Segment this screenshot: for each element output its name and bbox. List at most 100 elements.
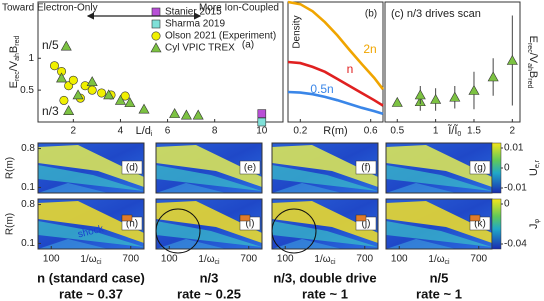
heatmap-structure <box>38 239 108 249</box>
x-tick-label: 700 <box>240 254 257 265</box>
marker-triangle <box>180 109 192 120</box>
colorbar <box>491 142 502 194</box>
y-axis-label-part: /V <box>8 60 20 71</box>
x-axis-label-part: Ĩ/Ĩ <box>447 124 458 137</box>
colorbar-tick-label: 0.01 <box>504 143 524 154</box>
y-axis-label-part: E <box>8 81 20 88</box>
marker-triangle <box>103 89 115 100</box>
marker-square <box>257 117 267 127</box>
y-tick-label: 1 <box>28 53 34 64</box>
x-axis-label-part: ci <box>445 259 451 266</box>
x-tick-label: 0.5 <box>390 126 404 137</box>
marker-triangle <box>449 91 461 102</box>
x-tick-label: 100 <box>43 254 60 265</box>
panel-frame <box>37 198 145 250</box>
heatmap-structure <box>272 145 378 187</box>
x-tick-label: 6 <box>165 126 171 137</box>
legend-label: Sharma 2019 <box>165 19 225 30</box>
panel-frame <box>37 142 145 194</box>
colorbar-label-part: U <box>528 168 540 176</box>
x-tick-label: 100 <box>391 254 408 265</box>
highlight-circle <box>155 208 201 254</box>
caption-rate: rate ~ 0.37 <box>59 286 123 301</box>
heatmap-structure <box>272 201 378 243</box>
annotation: n/3 <box>42 104 59 118</box>
x-tick-label: 100 <box>161 254 178 265</box>
density-curve <box>287 60 384 107</box>
legend-marker <box>151 19 161 29</box>
x-tick-label: 1 <box>433 126 439 137</box>
density-curve <box>287 90 384 116</box>
colorbar-label-part: e,r <box>534 159 541 168</box>
panel-label: (f) <box>361 163 370 174</box>
heatmap-structure <box>386 239 456 249</box>
highlight-circle <box>271 208 317 254</box>
x-axis-label-part: 1/ω <box>428 254 444 265</box>
y-tick-label: 0.8 <box>21 199 35 210</box>
panel-label: (e) <box>244 163 256 174</box>
x-axis-label: Ĩ/Ĩ0 <box>447 124 461 138</box>
marker-triangle <box>414 89 426 100</box>
colorbar-label: Ue,r <box>528 159 541 176</box>
heatmap-structure <box>156 201 262 243</box>
marker-triangle <box>487 71 499 82</box>
caption-case: n/3 <box>200 270 219 285</box>
y-tick-label: 0.8 <box>21 143 35 154</box>
probe-marker <box>239 214 251 222</box>
marker-triangle <box>138 103 150 114</box>
heatmap-structure <box>38 221 144 247</box>
annotation: n/5 <box>42 38 59 52</box>
marker-circle <box>97 88 107 98</box>
caption-case: n/5 <box>430 270 449 285</box>
x-axis-label-part: ci <box>331 259 337 266</box>
x-axis-label-part: 1/ω <box>198 254 214 265</box>
series-label: n <box>347 62 354 76</box>
x-axis-label: 1/ωci <box>198 254 220 267</box>
x-axis-label: 1/ωci <box>80 254 102 267</box>
panel-label: (b) <box>365 9 377 20</box>
heatmap-structure <box>386 221 492 247</box>
y-axis-label-part: B <box>8 46 20 53</box>
chart-title: (c) n/3 drives scan <box>391 8 481 20</box>
panel-label: (a) <box>242 40 254 51</box>
marker-triangle <box>63 105 75 115</box>
caption-rate: rate ~ 0.25 <box>177 286 241 301</box>
x-axis-label: R(m) <box>323 125 347 137</box>
heatmap-structure <box>38 145 144 187</box>
y-tick-label: 0.5 <box>20 85 34 96</box>
x-tick-label: 700 <box>122 254 139 265</box>
x-tick-label: 10 <box>256 126 268 137</box>
x-axis-label-part: 1/ω <box>314 254 330 265</box>
legend-label: Cyl VPIC TREX <box>165 43 235 54</box>
heatmap-structure <box>386 201 492 243</box>
y-axis-label-part: ah <box>526 63 533 71</box>
legend-marker <box>150 42 162 53</box>
marker-triangle <box>391 96 403 107</box>
x-axis-label-part: L/d <box>136 125 151 137</box>
panel-label-box <box>239 160 261 175</box>
colorbar-tick-label: 0 <box>504 199 510 210</box>
marker-triangle <box>60 40 72 51</box>
x-tick-label: 0.2 <box>293 126 307 137</box>
y-tick-label: 0.1 <box>21 238 35 249</box>
probe-marker <box>469 214 481 222</box>
plot-frame <box>384 1 521 123</box>
heatmap-structure <box>156 165 262 191</box>
y-axis-label-part: B <box>527 71 539 78</box>
marker-triangle <box>192 109 204 120</box>
marker-circle <box>59 95 69 105</box>
heatmap-structure <box>272 221 378 247</box>
heatmap-structure <box>156 183 226 193</box>
marker-triangle <box>468 84 480 95</box>
colorbar-label-part: J <box>528 224 540 230</box>
heatmap-structure <box>156 239 226 249</box>
colorbar-tick-label: 0 <box>504 163 510 174</box>
x-tick-label: 100 <box>277 254 294 265</box>
x-tick-label: 2 <box>510 126 516 137</box>
series-label: 0.5n <box>310 82 333 96</box>
marker-triangle <box>72 89 84 100</box>
y-axis-label-part: rec <box>526 43 533 53</box>
panel-label-box <box>469 160 491 175</box>
marker-triangle <box>506 54 518 65</box>
